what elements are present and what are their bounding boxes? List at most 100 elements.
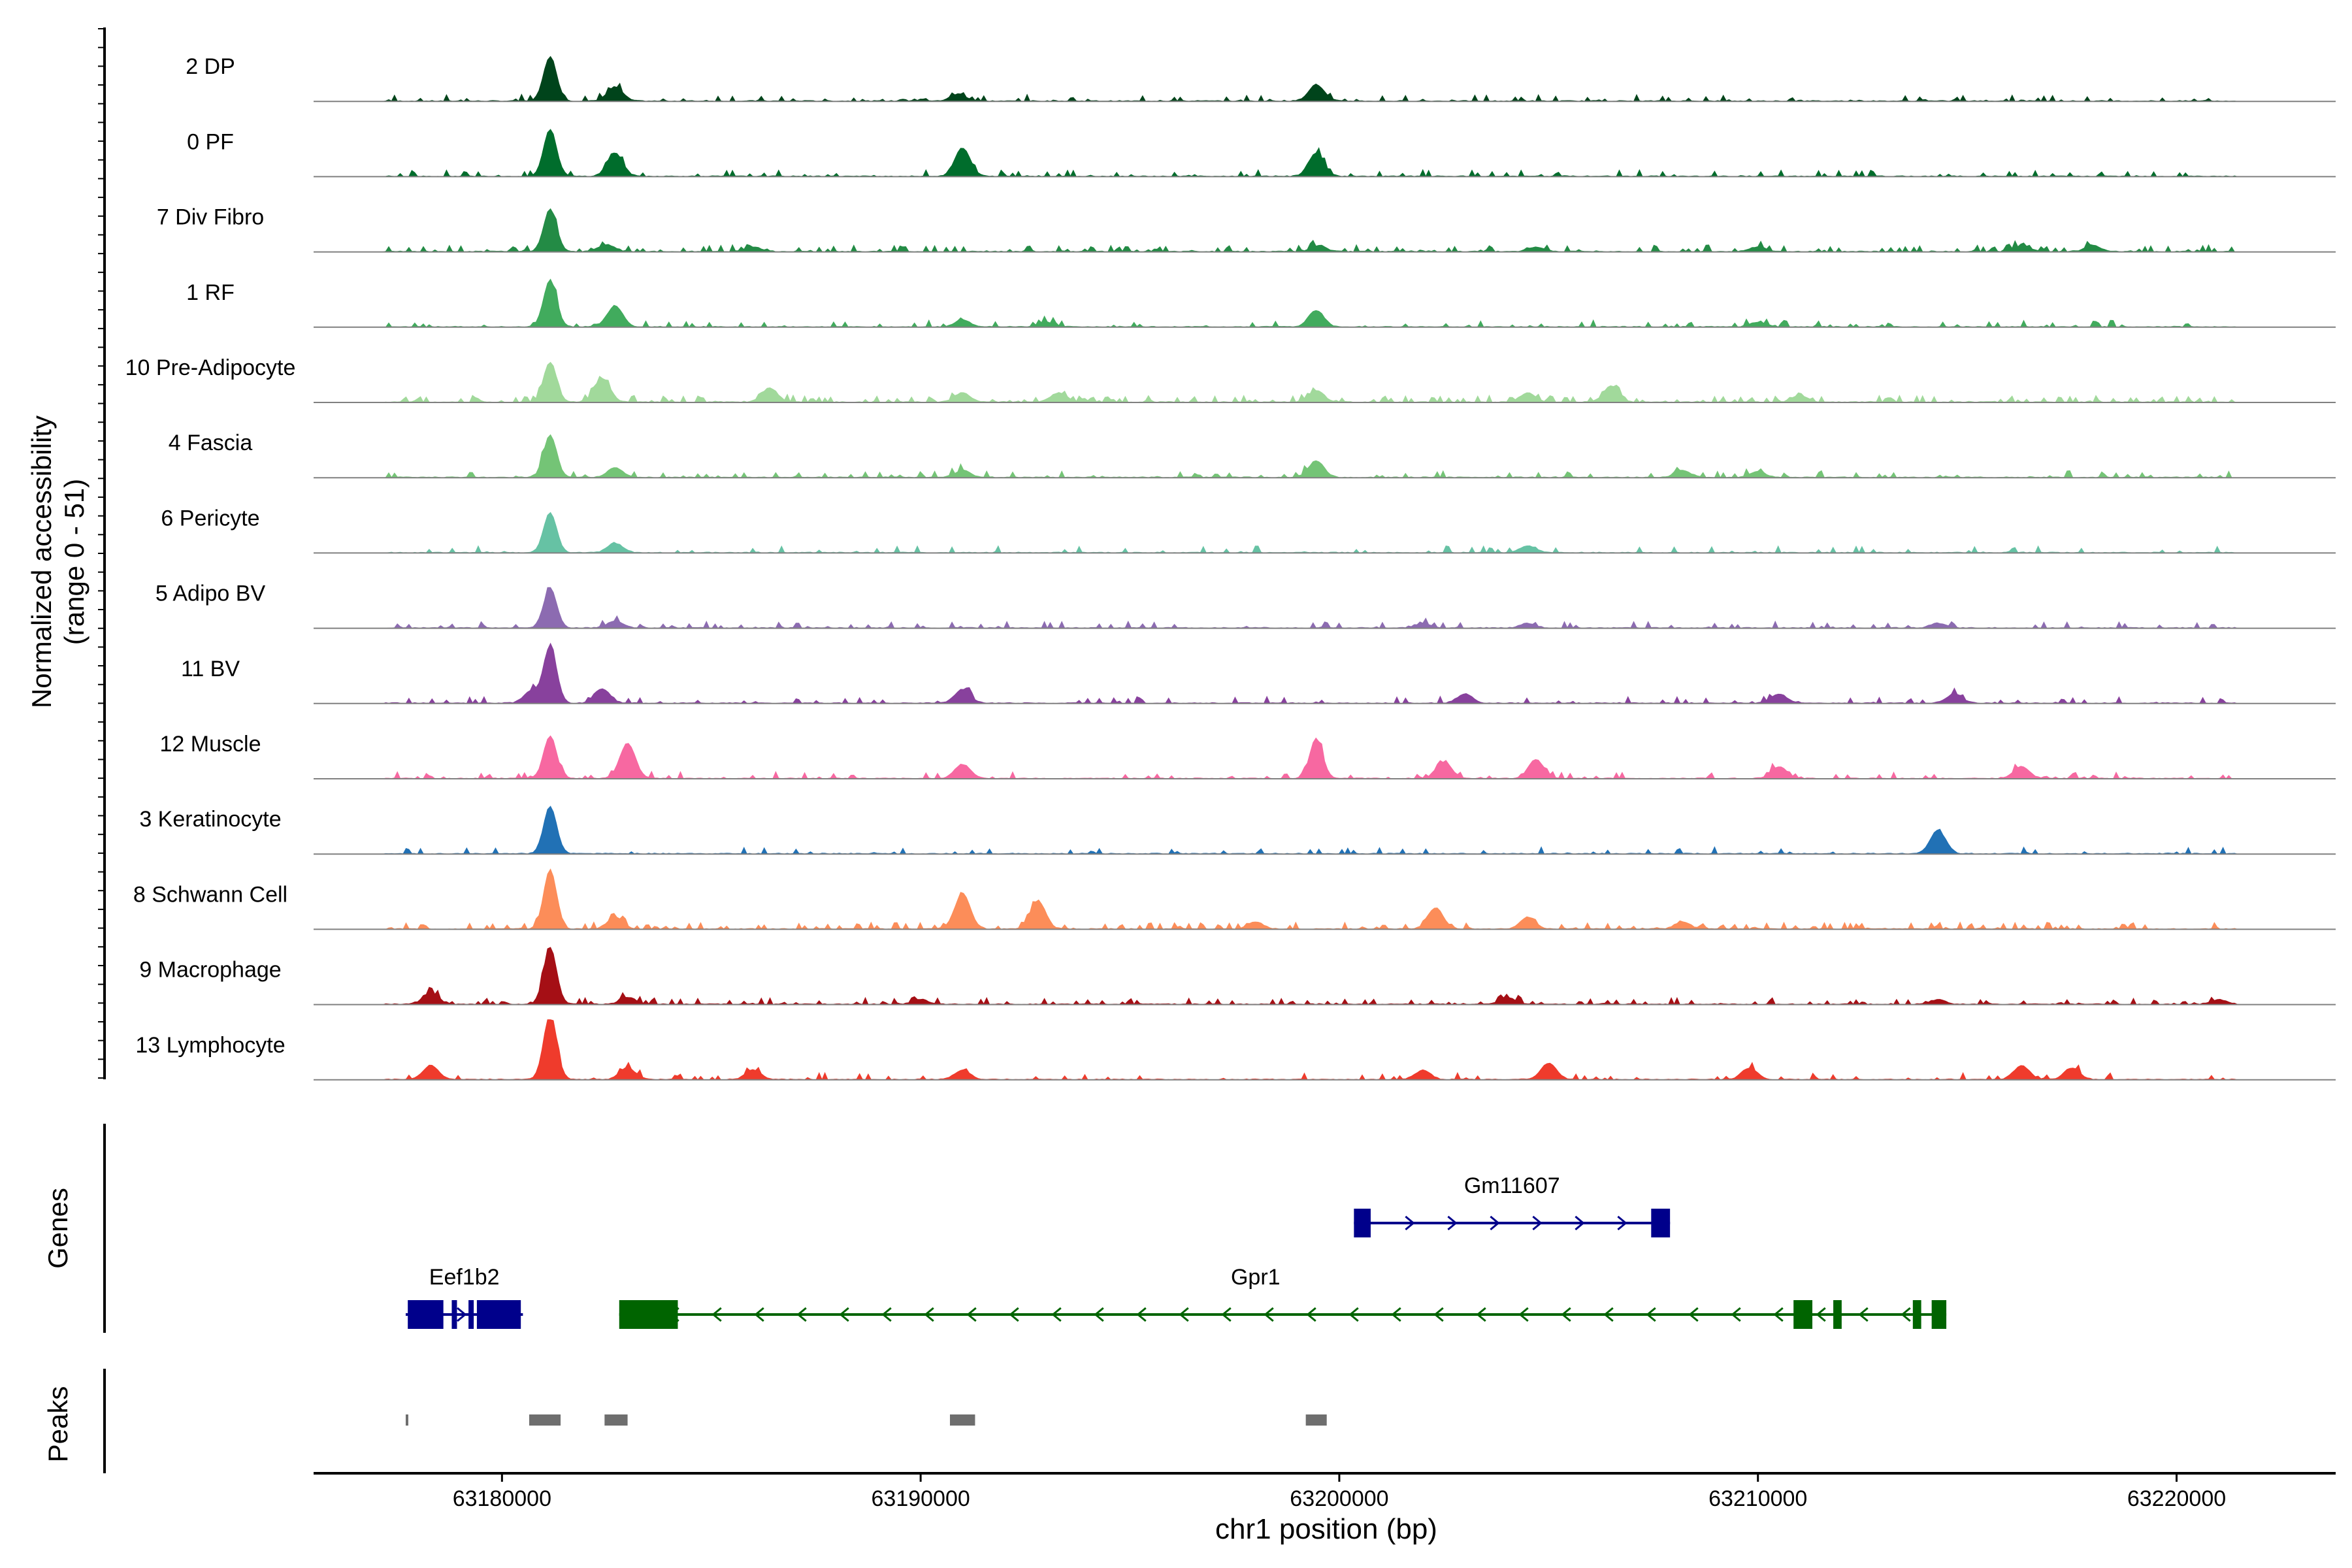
gene-exon — [1931, 1300, 1947, 1329]
track-label: 6 Pericyte — [161, 506, 259, 531]
strand-arrow — [1773, 1307, 1784, 1322]
track-label: 4 Fascia — [169, 431, 253, 455]
strand-arrow — [1009, 1307, 1019, 1322]
gene-exon — [1651, 1209, 1671, 1237]
strand-arrow — [1348, 1307, 1359, 1322]
gene-eef1b2: Eef1b2 — [405, 1265, 523, 1329]
track-3-keratinocyte: 3 Keratinocyte — [139, 806, 2336, 855]
peak-region — [529, 1414, 561, 1426]
gene-exon — [451, 1300, 457, 1329]
track-1-rf: 1 RF — [186, 278, 2336, 328]
strand-arrow — [1688, 1307, 1699, 1322]
strand-arrow — [1490, 1215, 1500, 1231]
x-axis-label: chr1 position (bp) — [1215, 1513, 1437, 1545]
strand-arrow — [1306, 1307, 1316, 1322]
gene-exon — [476, 1300, 521, 1329]
strand-arrow — [1731, 1307, 1741, 1322]
track-label: 10 Pre-Adipocyte — [125, 355, 296, 380]
track-6-pericyte: 6 Pericyte — [161, 506, 2336, 554]
track-label: 9 Macrophage — [139, 958, 281, 983]
track-label: 12 Muscle — [160, 732, 261, 757]
track-label: 11 BV — [181, 657, 240, 681]
tracks-layer: 2 DP 0 PF 7 Div Fibro 1 RF 10 Pre-Adipocyte 4… — [98, 27, 2336, 1081]
track-10-pre-adipocyte: 10 Pre-Adipocyte — [125, 355, 2336, 404]
strand-arrow — [1136, 1307, 1147, 1322]
gene-label: Eef1b2 — [429, 1265, 500, 1290]
peaks-panel-label: Peaks — [42, 1386, 73, 1463]
gene-exon — [1833, 1300, 1842, 1329]
strand-arrow — [1617, 1215, 1627, 1231]
gene-exon — [468, 1300, 474, 1329]
strand-arrow — [1518, 1307, 1529, 1322]
track-2-dp: 2 DP — [186, 54, 2336, 103]
strand-arrow — [1561, 1307, 1571, 1322]
strand-arrow — [1476, 1307, 1486, 1322]
track-8-schwann-cell: 8 Schwann Cell — [133, 868, 2336, 930]
strand-arrow — [924, 1307, 934, 1322]
gene-gpr1: Gpr1 — [619, 1265, 1947, 1329]
genes-panel-label: Genes — [42, 1188, 73, 1269]
gene-exon — [1354, 1209, 1371, 1237]
track-label: 1 RF — [186, 280, 235, 305]
peaks-layer — [103, 1369, 1327, 1473]
strand-arrow — [1646, 1307, 1656, 1322]
strand-arrow — [1391, 1307, 1401, 1322]
strand-arrow — [1816, 1307, 1826, 1322]
strand-arrow — [1264, 1307, 1274, 1322]
gene-exon — [1793, 1300, 1813, 1329]
gene-exon — [619, 1300, 678, 1329]
x-tick-label: 63210000 — [1708, 1486, 1807, 1511]
gene-label: Gpr1 — [1231, 1265, 1281, 1290]
track-5-adipo-bv: 5 Adipo BV — [155, 581, 2336, 629]
strand-arrow — [839, 1307, 849, 1322]
track-9-macrophage: 9 Macrophage — [139, 947, 2336, 1005]
track-label: 2 DP — [186, 54, 235, 79]
track-label: 8 Schwann Cell — [133, 882, 287, 907]
gene-exon — [408, 1300, 444, 1329]
strand-arrow — [457, 1307, 467, 1322]
strand-arrow — [796, 1307, 807, 1322]
gene-label: Gm11607 — [1464, 1173, 1560, 1198]
x-tick-label: 63220000 — [2127, 1486, 2226, 1511]
track-13-lymphocyte: 13 Lymphocyte — [135, 1019, 2336, 1081]
strand-arrow — [966, 1307, 977, 1322]
strand-arrow — [881, 1307, 892, 1322]
y-axis-label-line1: Normalized accessibility — [26, 416, 57, 708]
x-tick-label: 63190000 — [872, 1486, 970, 1511]
y-axis-label-line2: (range 0 - 51) — [59, 479, 90, 645]
strand-arrow — [1433, 1307, 1444, 1322]
track-4-fascia: 4 Fascia — [169, 431, 2336, 479]
track-label: 7 Div Fibro — [157, 205, 264, 230]
strand-arrow — [1901, 1307, 1911, 1322]
track-12-muscle: 12 Muscle — [160, 732, 2336, 779]
strand-arrow — [1094, 1307, 1104, 1322]
track-label: 0 PF — [187, 129, 234, 154]
strand-arrow — [1221, 1307, 1232, 1322]
track-label: 3 Keratinocyte — [139, 807, 281, 832]
genes-layer: Gm11607 Eef1b2 Gpr1 — [103, 1124, 1947, 1333]
x-tick-label: 63180000 — [453, 1486, 551, 1511]
coverage-area — [314, 735, 2336, 779]
strand-arrow — [1858, 1307, 1869, 1322]
strand-arrow — [1575, 1215, 1585, 1231]
gene-exon — [1912, 1300, 1921, 1329]
peak-region — [1305, 1414, 1327, 1426]
x-tick-label: 63200000 — [1290, 1486, 1388, 1511]
strand-arrow — [754, 1307, 764, 1322]
x-axis: 63180000 63190000 63200000 63210000 63220000 — [314, 1472, 2336, 1511]
strand-arrow — [1447, 1215, 1458, 1231]
gene-gm11607: Gm11607 — [1354, 1173, 1671, 1237]
track-11-bv: 11 BV — [181, 642, 2336, 704]
track-label: 5 Adipo BV — [155, 581, 266, 606]
peak-region — [604, 1414, 628, 1426]
strand-arrow — [1603, 1307, 1614, 1322]
track-0-pf: 0 PF — [187, 129, 2336, 178]
coverage-area — [314, 361, 2336, 404]
strand-arrow — [1405, 1215, 1415, 1231]
strand-arrow — [1179, 1307, 1189, 1322]
strand-arrow — [711, 1307, 722, 1322]
strand-arrow — [1532, 1215, 1543, 1231]
peak-region — [949, 1414, 975, 1426]
strand-arrow — [1051, 1307, 1062, 1322]
